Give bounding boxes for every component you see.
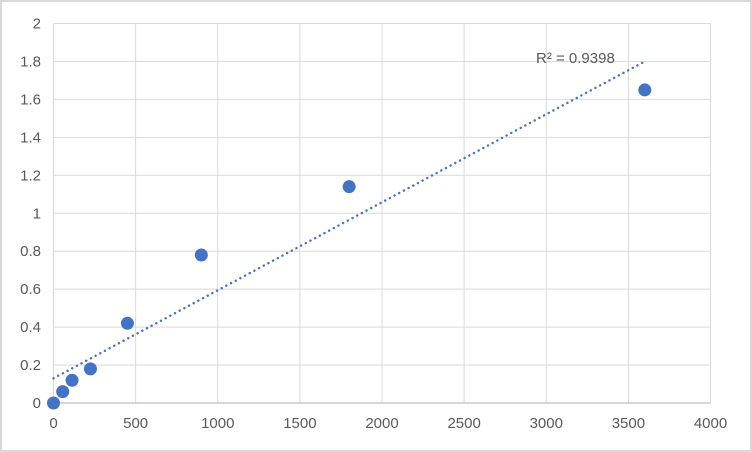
data-point-marker	[638, 83, 652, 97]
data-point-marker	[194, 248, 208, 262]
x-tick-label: 1500	[283, 415, 316, 432]
x-tick-label: 2000	[365, 415, 398, 432]
y-tick-label: 1.8	[20, 53, 41, 70]
trendline	[52, 60, 646, 380]
y-tick-label: 1.6	[20, 91, 41, 108]
y-tick-label: 0.2	[20, 357, 41, 374]
data-point-marker	[65, 373, 79, 387]
x-tick-label: 500	[123, 415, 148, 432]
r-squared-label: R² = 0.9398	[536, 50, 615, 67]
y-tick-label: 2	[33, 16, 41, 33]
x-tick-label: 0	[49, 415, 57, 432]
x-tick-label: 1000	[201, 415, 234, 432]
data-point-marker	[342, 180, 356, 194]
x-tick-label: 4000	[694, 415, 727, 432]
y-tick-label: 0	[33, 395, 41, 412]
y-tick-label: 1	[33, 205, 41, 222]
y-tick-label: 0.8	[20, 243, 41, 260]
x-tick-label: 2500	[447, 415, 480, 432]
data-point-marker	[47, 396, 60, 410]
data-point-marker	[56, 385, 70, 399]
y-tick-label: 0.4	[20, 319, 41, 336]
data-point-marker	[83, 362, 97, 376]
y-tick-label: 1.4	[20, 129, 41, 146]
x-tick-label: 3000	[530, 415, 563, 432]
data-point-marker	[120, 316, 134, 330]
y-tick-label: 0.6	[20, 281, 41, 298]
x-tick-label: 3500	[612, 415, 645, 432]
y-tick-label: 1.2	[20, 167, 41, 184]
